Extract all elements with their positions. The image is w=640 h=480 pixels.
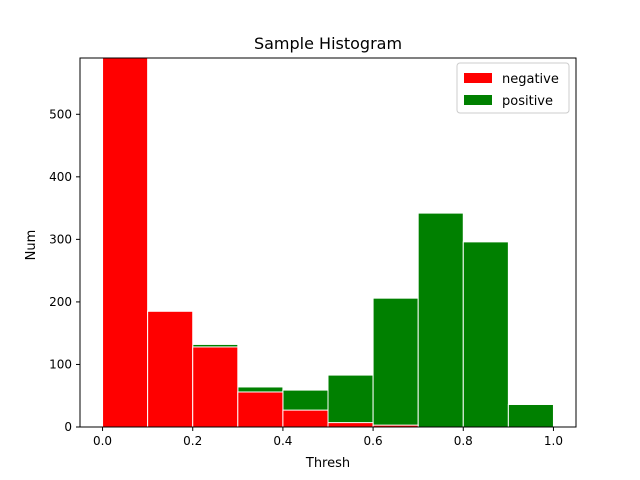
plot-frame xyxy=(79,57,577,428)
y-tick-label: 200 xyxy=(49,295,72,309)
bar-negative-bin-2 xyxy=(192,346,239,428)
bar-negative-bin-0 xyxy=(102,57,149,428)
bar-positive-bin-5 xyxy=(327,374,374,428)
x-axis-label: Thresh xyxy=(305,456,350,471)
bars-layer xyxy=(102,57,554,428)
x-tick-label: 0.0 xyxy=(93,434,112,448)
x-tick-label: 0.2 xyxy=(183,434,202,448)
axes-layer: 0.0 0.2 0.4 0.6 0.8 1.0 0 100 200 300 400 500 xyxy=(49,57,577,448)
chart-title: Sample Histogram xyxy=(254,34,402,53)
x-tick-label: 1.0 xyxy=(544,434,563,448)
bar-negative-bin-3 xyxy=(237,391,284,428)
y-tick-label: 500 xyxy=(49,107,72,121)
y-axis-label: Num xyxy=(24,230,39,261)
bar-negative-bin-1 xyxy=(147,310,194,428)
legend-label-positive: positive xyxy=(502,94,553,109)
bar-positive-bin-8 xyxy=(462,241,509,428)
bar-positive-bin-7 xyxy=(417,212,464,428)
legend: negative positive xyxy=(456,62,570,114)
y-tick-label: 100 xyxy=(49,357,72,371)
x-tick-label: 0.8 xyxy=(454,434,473,448)
bar-negative-bin-4 xyxy=(282,409,329,428)
bar-negative-bin-5 xyxy=(327,422,374,428)
y-tick-label: 400 xyxy=(49,170,72,184)
legend-swatch-negative xyxy=(464,73,492,83)
bar-positive-bin-6 xyxy=(372,297,419,428)
y-tick-label: 300 xyxy=(49,232,72,246)
x-tick-label: 0.4 xyxy=(273,434,292,448)
bar-positive-bin-9 xyxy=(507,403,554,428)
y-tick-label: 0 xyxy=(64,420,72,434)
legend-swatch-positive xyxy=(464,95,492,105)
legend-label-negative: negative xyxy=(502,72,559,87)
x-tick-label: 0.6 xyxy=(364,434,383,448)
